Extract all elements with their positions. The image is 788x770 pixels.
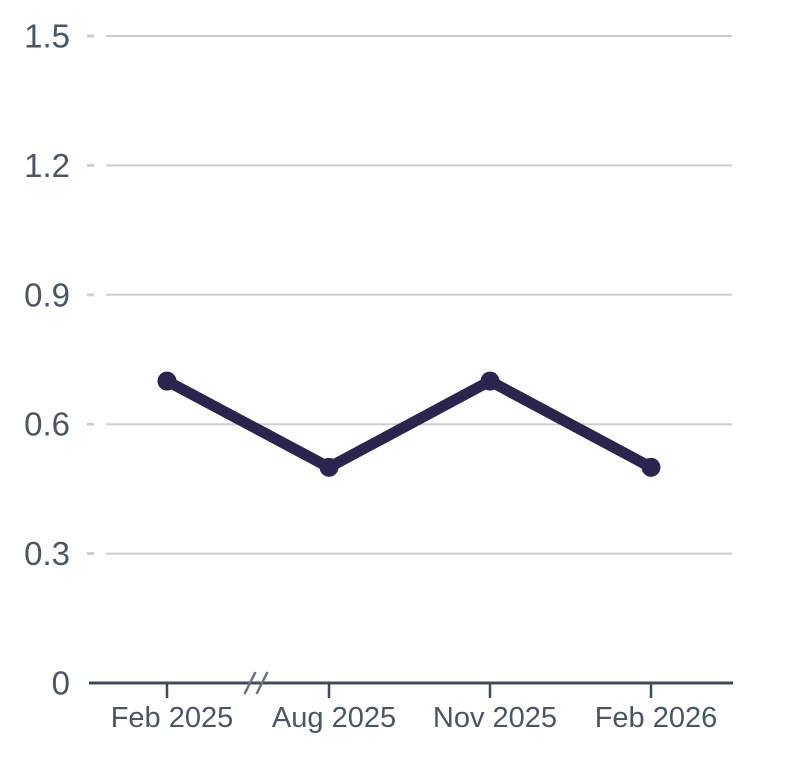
y-tick-label: 0.3	[24, 535, 70, 572]
axis-break-icon	[255, 671, 269, 695]
x-tick-label: Aug 2025	[272, 702, 396, 734]
y-tick-label: 1.5	[24, 18, 70, 55]
y-tick-label: 0.9	[24, 276, 70, 313]
y-tick-label: 1.2	[24, 147, 70, 184]
data-line	[161, 375, 657, 473]
data-point	[157, 371, 177, 391]
axis-break-icon	[243, 671, 257, 695]
data-point	[480, 371, 500, 391]
x-tick-label: Feb 2026	[595, 702, 718, 734]
x-tick-label: Feb 2025	[111, 702, 234, 734]
data-point	[641, 457, 661, 477]
x-tick-label: Nov 2025	[433, 702, 557, 734]
data-point	[319, 457, 339, 477]
y-tick-label: 0	[52, 665, 70, 702]
y-tick-label: 0.6	[24, 406, 70, 443]
